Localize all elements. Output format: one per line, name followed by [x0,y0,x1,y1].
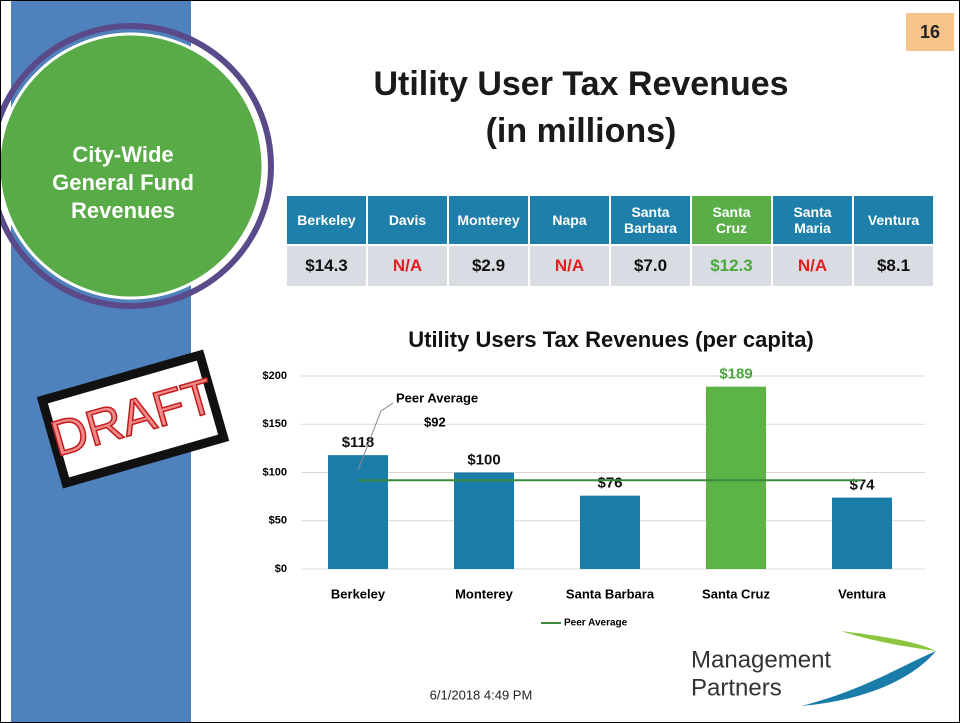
data-label: $189 [719,366,752,383]
x-tick-label: Santa Cruz [702,586,770,601]
y-tick-label: $200 [263,370,287,382]
page-number: 16 [920,22,940,42]
data-label: $74 [849,477,875,494]
y-tick-label: $150 [263,418,287,430]
data-label: $100 [467,451,500,468]
header-cell: Ventura [854,196,933,244]
section-line: City-Wide [72,142,173,167]
revenue-table: Berkeley Davis Monterey Napa Santa Barbara Sa… [285,194,935,288]
section-line: General Fund [52,170,194,195]
page-number-box [906,13,954,51]
y-tick-label: $100 [263,466,287,478]
circle-ring [1,23,274,309]
header-cell: Santa Cruz [692,196,771,244]
bar [706,386,766,569]
title: (in millions) [486,112,677,150]
value-cell: $7.0 [611,246,690,286]
header-cell: Santa Barbara [611,196,690,244]
x-tick-label: Santa Barbara [566,586,655,601]
section-circle [1,32,265,300]
reference-label: $92 [424,414,446,429]
bar [832,497,892,569]
data-label: $118 [342,434,375,451]
bar [580,495,640,569]
date: 6/1/2018 4:49 PM [430,687,533,702]
stamp-frame [36,349,230,489]
logo-text: Management [691,646,831,673]
value-cell: N/A [773,246,852,286]
value-cell: $2.9 [449,246,528,286]
x-tick-label: Ventura [838,586,886,601]
y-tick-label: $50 [269,515,287,527]
reference-name: Peer Average [396,390,478,405]
value-cell: $14.3 [287,246,366,286]
title: Utility User Tax Revenues [373,65,788,103]
y-tick-label: $0 [275,563,287,575]
logo-swoosh [841,631,936,651]
x-tick-label: Monterey [455,586,514,601]
header-cell: Santa Maria [773,196,852,244]
bar [328,455,388,569]
legend-label: Peer Average [564,618,628,629]
value-cell: $8.1 [854,246,933,286]
value-cell: $12.3 [692,246,771,286]
chart-title: Utility Users Tax Revenues (per capita) [408,327,814,352]
section-line: Revenues [71,198,175,223]
value-cell: N/A [530,246,609,286]
logo-text: Partners [691,674,782,701]
header-cell: Berkeley [287,196,366,244]
data-label: $76 [597,475,622,492]
x-tick-label: Berkeley [331,586,386,601]
header-cell: Monterey [449,196,528,244]
bar [454,472,514,569]
header-cell: Napa [530,196,609,244]
leader-line [357,402,394,471]
header-cell: Davis [368,196,447,244]
value-cell: N/A [368,246,447,286]
